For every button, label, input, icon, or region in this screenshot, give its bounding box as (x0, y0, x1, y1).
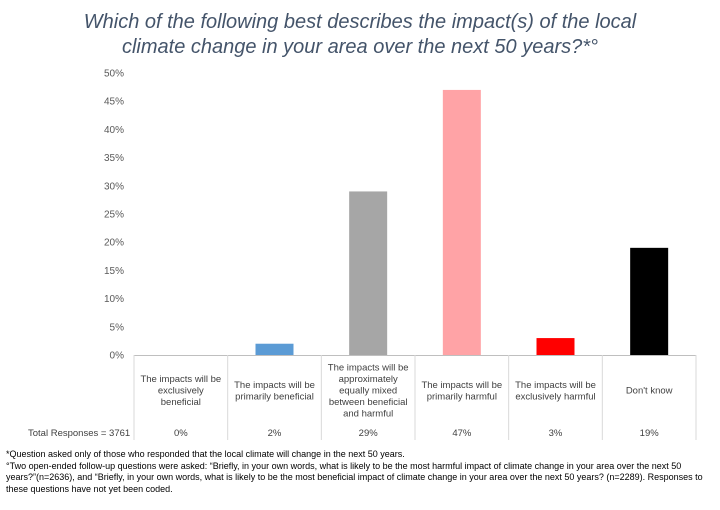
y-tick-label: 25% (104, 210, 124, 221)
category-label: The impacts will be approximately equally … (328, 363, 409, 420)
total-responses-label: Total Responses = 3761 (28, 428, 130, 439)
y-tick-label: 10% (104, 294, 124, 305)
category-label: The impacts will be exclusively beneficial (140, 374, 221, 408)
bar (349, 191, 388, 355)
category-label: The impacts will be primarily beneficial (234, 380, 315, 403)
category-label: The impacts will be primarily harmful (421, 380, 502, 403)
category-label: The impacts will be exclusively harmful (515, 380, 596, 403)
response-percent: 29% (359, 428, 379, 439)
response-percent: 47% (452, 428, 472, 439)
y-tick-label: 35% (104, 153, 124, 164)
footnotes: *Question asked only of those who respon… (6, 449, 711, 495)
chart-title-line-1: Which of the following best describes th… (83, 11, 637, 33)
bar (536, 338, 575, 355)
category-label: Don't know (626, 386, 673, 397)
y-tick-label: 0% (110, 351, 125, 362)
chart-title-line-2: climate change in your area over the nex… (121, 36, 599, 58)
y-tick-label: 45% (104, 97, 124, 108)
y-tick-label: 15% (104, 266, 124, 277)
response-percent: 2% (268, 428, 282, 439)
y-tick-label: 20% (104, 238, 124, 249)
response-percent: 19% (640, 428, 660, 439)
footnote-question-scope: *Question asked only of those who respon… (6, 449, 405, 459)
y-tick-label: 50% (104, 69, 124, 80)
bar (442, 89, 481, 356)
chart-title: Which of the following best describes th… (40, 10, 680, 60)
footnote-open-ended: °Two open-ended follow-up questions were… (6, 460, 703, 494)
response-percent: 3% (549, 428, 563, 439)
bar (630, 247, 669, 355)
y-tick-label: 40% (104, 125, 124, 136)
bar (255, 343, 294, 355)
y-tick-label: 30% (104, 181, 124, 192)
response-percent: 0% (174, 428, 188, 439)
bar-chart: 0% 5% 10% 15% 20% 25% 30% 35% 40% 45% 50% The impac… (28, 69, 697, 440)
y-tick-label: 5% (110, 322, 125, 333)
